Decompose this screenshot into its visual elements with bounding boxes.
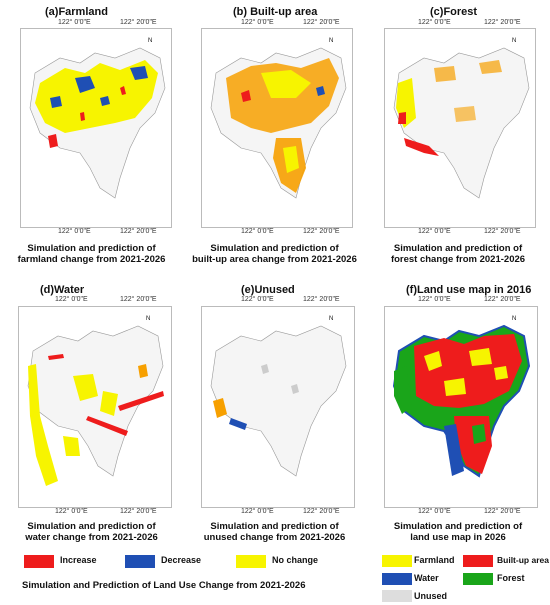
panel-title: (f)Land use map in 2016 (406, 284, 532, 296)
caption-line-1: Simulation and prediction of (27, 521, 156, 532)
unused-label: Unused (414, 591, 448, 601)
bottom-coord-right: 122° 20'0"E (303, 228, 340, 235)
forest-label: Forest (497, 573, 525, 583)
top-coord-right: 122° 20'0"E (303, 296, 340, 303)
panel-forest: (c)Forest 122° 0'0"E 122° 20'0"E N 122° … (366, 0, 550, 270)
bottom-coord-right: 122° 20'0"E (484, 228, 521, 235)
panel-title: (a)Farmland (45, 6, 108, 18)
increase-swatch (24, 555, 54, 568)
top-coord-right: 122° 20'0"E (484, 296, 521, 303)
bottom-coord-right: 122° 20'0"E (120, 228, 157, 235)
panel-caption: Simulation and prediction of built-up ar… (183, 243, 366, 265)
bottom-coord-left: 122° 0'0"E (241, 508, 274, 515)
north-arrow-icon: N (146, 316, 151, 322)
bottom-coord-right: 122° 20'0"E (303, 508, 340, 515)
top-coord-left: 122° 0'0"E (55, 296, 88, 303)
panel-builtup: (b) Built-up area 122° 0'0"E 122° 20'0"E… (183, 0, 366, 270)
figure-caption: Simulation and Prediction of Land Use Ch… (22, 580, 306, 591)
bottom-coord-right: 122° 20'0"E (120, 508, 157, 515)
caption-line-2: unused change from 2021-2026 (203, 532, 346, 543)
top-coord-right: 122° 20'0"E (303, 19, 340, 26)
builtup-swatch (463, 555, 493, 567)
water-swatch (382, 573, 412, 585)
panel-landuse: (f)Land use map in 2016 122° 0'0"E 122° … (366, 270, 550, 548)
caption-line-2: built-up area change from 2021-2026 (192, 254, 357, 265)
caption-line-1: Simulation and prediction of (210, 243, 339, 254)
top-coord-left: 122° 0'0"E (418, 19, 451, 26)
caption-line-1: Simulation and prediction of (27, 243, 156, 254)
decrease-swatch (125, 555, 155, 568)
top-coord-right: 122° 20'0"E (120, 19, 157, 26)
caption-line-2: land use map in 2026 (410, 532, 506, 543)
no-change-label: No change (272, 555, 319, 565)
panel-title: (e)Unused (241, 284, 295, 296)
north-arrow-icon: N (148, 38, 153, 44)
bottom-coord-left: 122° 0'0"E (58, 228, 91, 235)
panel-water: (d)Water 122° 0'0"E 122° 20'0"E N 122° 0… (0, 270, 183, 548)
landuse-map (392, 324, 531, 478)
builtup-map (210, 47, 347, 199)
panel-caption: Simulation and prediction of water chang… (0, 521, 183, 543)
panel-caption: Simulation and prediction of farmland ch… (0, 243, 183, 265)
bottom-coord-left: 122° 0'0"E (418, 508, 451, 515)
caption-line-2: forest change from 2021-2026 (390, 254, 526, 265)
panel-caption: Simulation and prediction of land use ma… (366, 521, 550, 543)
water-label: Water (414, 573, 439, 583)
north-arrow-icon: N (512, 38, 517, 44)
builtup-label: Built-up area (497, 555, 549, 565)
north-arrow-icon: N (329, 38, 334, 44)
forest-swatch (463, 573, 493, 585)
bottom-coord-left: 122° 0'0"E (418, 228, 451, 235)
panel-caption: Simulation and prediction of unused chan… (183, 521, 366, 543)
panel-title: (b) Built-up area (233, 6, 318, 18)
north-arrow-icon: N (512, 316, 517, 322)
bottom-coord-left: 122° 0'0"E (55, 508, 88, 515)
top-coord-left: 122° 0'0"E (241, 19, 274, 26)
increase-label: Increase (60, 555, 97, 565)
panel-unused: (e)Unused 122° 0'0"E 122° 20'0"E N 122° … (183, 270, 366, 548)
panel-farmland: (a)Farmland 122° 0'0"E 122° 20'0"E N 122… (0, 0, 183, 270)
panel-title: (d)Water (40, 284, 85, 296)
top-coord-right: 122° 20'0"E (120, 296, 157, 303)
top-coord-right: 122° 20'0"E (484, 19, 521, 26)
farmland-map (29, 47, 166, 199)
north-arrow-icon: N (329, 316, 334, 322)
caption-line-2: farmland change from 2021-2026 (17, 254, 166, 265)
decrease-label: Decrease (161, 555, 202, 565)
bottom-coord-left: 122° 0'0"E (241, 228, 274, 235)
panel-title: (c)Forest (430, 6, 478, 18)
forest-map (393, 47, 530, 199)
panel-caption: Simulation and prediction of forest chan… (366, 243, 550, 265)
top-coord-left: 122° 0'0"E (241, 296, 274, 303)
unused-map (210, 325, 347, 477)
farmland-swatch (382, 555, 412, 567)
caption-line-1: Simulation and prediction of (393, 521, 523, 532)
bottom-coord-right: 122° 20'0"E (484, 508, 521, 515)
water-map (27, 325, 164, 486)
caption-line-2: water change from 2021-2026 (25, 532, 158, 543)
caption-line-1: Simulation and prediction of (393, 243, 523, 254)
farmland-label: Farmland (414, 555, 455, 565)
caption-line-1: Simulation and prediction of (210, 521, 339, 532)
no-change-swatch (236, 555, 266, 568)
top-coord-left: 122° 0'0"E (58, 19, 91, 26)
unused-swatch (382, 590, 412, 602)
top-coord-left: 122° 0'0"E (418, 296, 451, 303)
